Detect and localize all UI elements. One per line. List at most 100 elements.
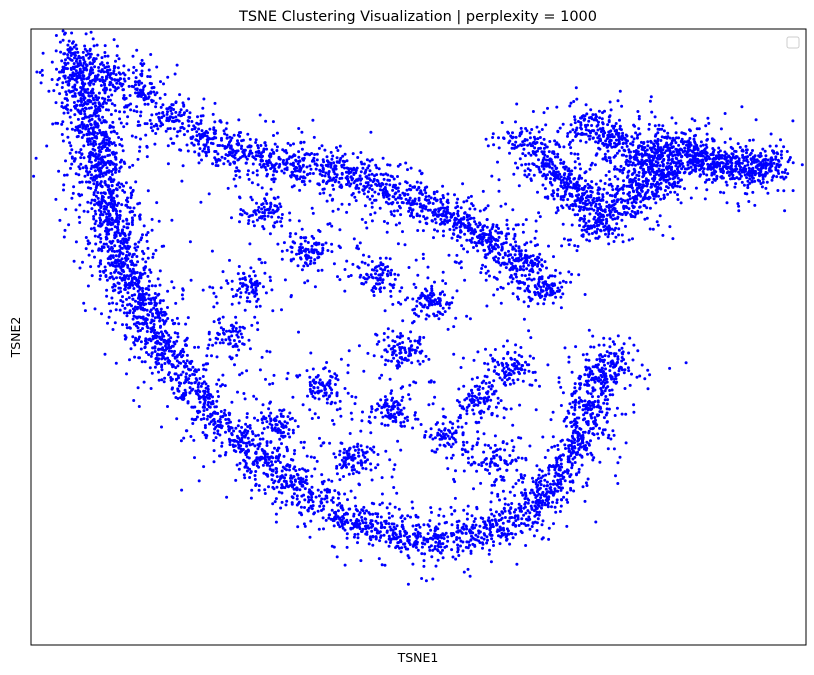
scatter-point xyxy=(256,418,260,422)
scatter-point xyxy=(493,434,497,438)
scatter-point xyxy=(268,161,272,165)
scatter-point xyxy=(202,413,205,417)
scatter-point xyxy=(305,165,309,169)
scatter-point xyxy=(178,93,182,97)
scatter-point xyxy=(392,209,396,213)
scatter-point xyxy=(378,206,382,210)
scatter-point xyxy=(110,77,114,81)
scatter-point xyxy=(592,208,596,212)
scatter-point xyxy=(393,505,397,509)
scatter-point xyxy=(547,276,550,280)
scatter-point xyxy=(101,102,105,106)
scatter-point xyxy=(399,534,403,538)
scatter-point xyxy=(310,485,314,489)
scatter-point xyxy=(374,272,377,276)
scatter-point xyxy=(422,536,426,540)
scatter-point xyxy=(212,431,216,435)
scatter-point xyxy=(115,276,118,280)
scatter-point xyxy=(452,228,456,232)
scatter-point xyxy=(231,148,235,152)
scatter-point xyxy=(616,99,620,103)
scatter-point xyxy=(380,422,384,426)
scatter-point xyxy=(131,311,135,315)
scatter-point xyxy=(499,301,503,305)
scatter-point xyxy=(261,164,265,167)
scatter-point xyxy=(311,172,315,175)
scatter-point xyxy=(418,191,422,195)
scatter-point xyxy=(69,121,73,125)
scatter-point xyxy=(274,423,278,426)
scatter-point xyxy=(89,126,93,130)
scatter-point xyxy=(575,249,579,253)
scatter-point xyxy=(618,212,622,216)
scatter-point xyxy=(114,109,118,113)
scatter-point xyxy=(165,112,169,116)
scatter-point xyxy=(178,129,182,133)
scatter-point xyxy=(202,417,206,421)
scatter-point xyxy=(190,120,194,123)
scatter-point xyxy=(73,92,77,96)
scatter-point xyxy=(655,156,659,160)
scatter-point xyxy=(54,49,58,53)
scatter-point xyxy=(415,180,419,184)
scatter-point xyxy=(442,229,445,233)
scatter-point xyxy=(317,397,321,401)
scatter-point xyxy=(606,447,610,451)
scatter-point xyxy=(535,478,538,482)
scatter-point xyxy=(121,88,125,92)
scatter-point xyxy=(638,374,642,378)
scatter-point xyxy=(202,380,206,384)
scatter-point xyxy=(674,172,678,176)
scatter-point xyxy=(648,373,652,377)
scatter-point xyxy=(243,397,247,401)
scatter-point xyxy=(569,444,573,447)
scatter-point xyxy=(310,507,314,511)
scatter-point xyxy=(94,104,98,108)
scatter-point xyxy=(93,234,97,238)
scatter-point xyxy=(182,133,186,137)
scatter-point xyxy=(734,164,738,168)
scatter-point xyxy=(263,141,267,145)
scatter-point xyxy=(370,529,374,533)
scatter-point xyxy=(320,497,324,501)
scatter-point xyxy=(395,524,399,528)
scatter-point xyxy=(738,145,742,149)
scatter-point xyxy=(456,546,460,550)
scatter-point xyxy=(238,340,241,343)
scatter-point xyxy=(503,502,507,506)
scatter-point xyxy=(488,521,492,524)
scatter-point xyxy=(537,130,541,134)
scatter-point xyxy=(100,75,104,79)
scatter-point xyxy=(73,94,77,98)
scatter-point xyxy=(751,190,755,194)
scatter-point xyxy=(255,173,259,177)
scatter-point xyxy=(463,232,467,236)
scatter-point xyxy=(608,389,612,392)
scatter-point xyxy=(468,574,472,578)
scatter-point xyxy=(535,287,539,291)
scatter-point xyxy=(602,187,606,191)
scatter-point xyxy=(172,322,176,326)
scatter-point xyxy=(526,284,530,288)
scatter-point xyxy=(185,429,189,433)
scatter-point xyxy=(490,174,494,178)
scatter-point xyxy=(504,407,508,411)
scatter-point xyxy=(310,495,314,499)
scatter-point xyxy=(482,400,486,404)
scatter-point xyxy=(309,256,313,260)
scatter-point xyxy=(565,498,569,502)
scatter-point xyxy=(584,358,588,362)
scatter-point xyxy=(407,354,411,358)
scatter-point xyxy=(123,79,127,83)
scatter-point xyxy=(230,400,234,404)
scatter-point xyxy=(262,471,266,475)
scatter-point xyxy=(130,294,134,297)
scatter-point xyxy=(375,342,379,346)
scatter-point xyxy=(271,382,275,385)
scatter-point xyxy=(240,371,244,375)
scatter-point xyxy=(581,418,585,422)
scatter-point xyxy=(423,435,427,439)
scatter-point xyxy=(441,407,445,411)
scatter-point xyxy=(92,126,96,130)
scatter-point xyxy=(108,75,112,79)
